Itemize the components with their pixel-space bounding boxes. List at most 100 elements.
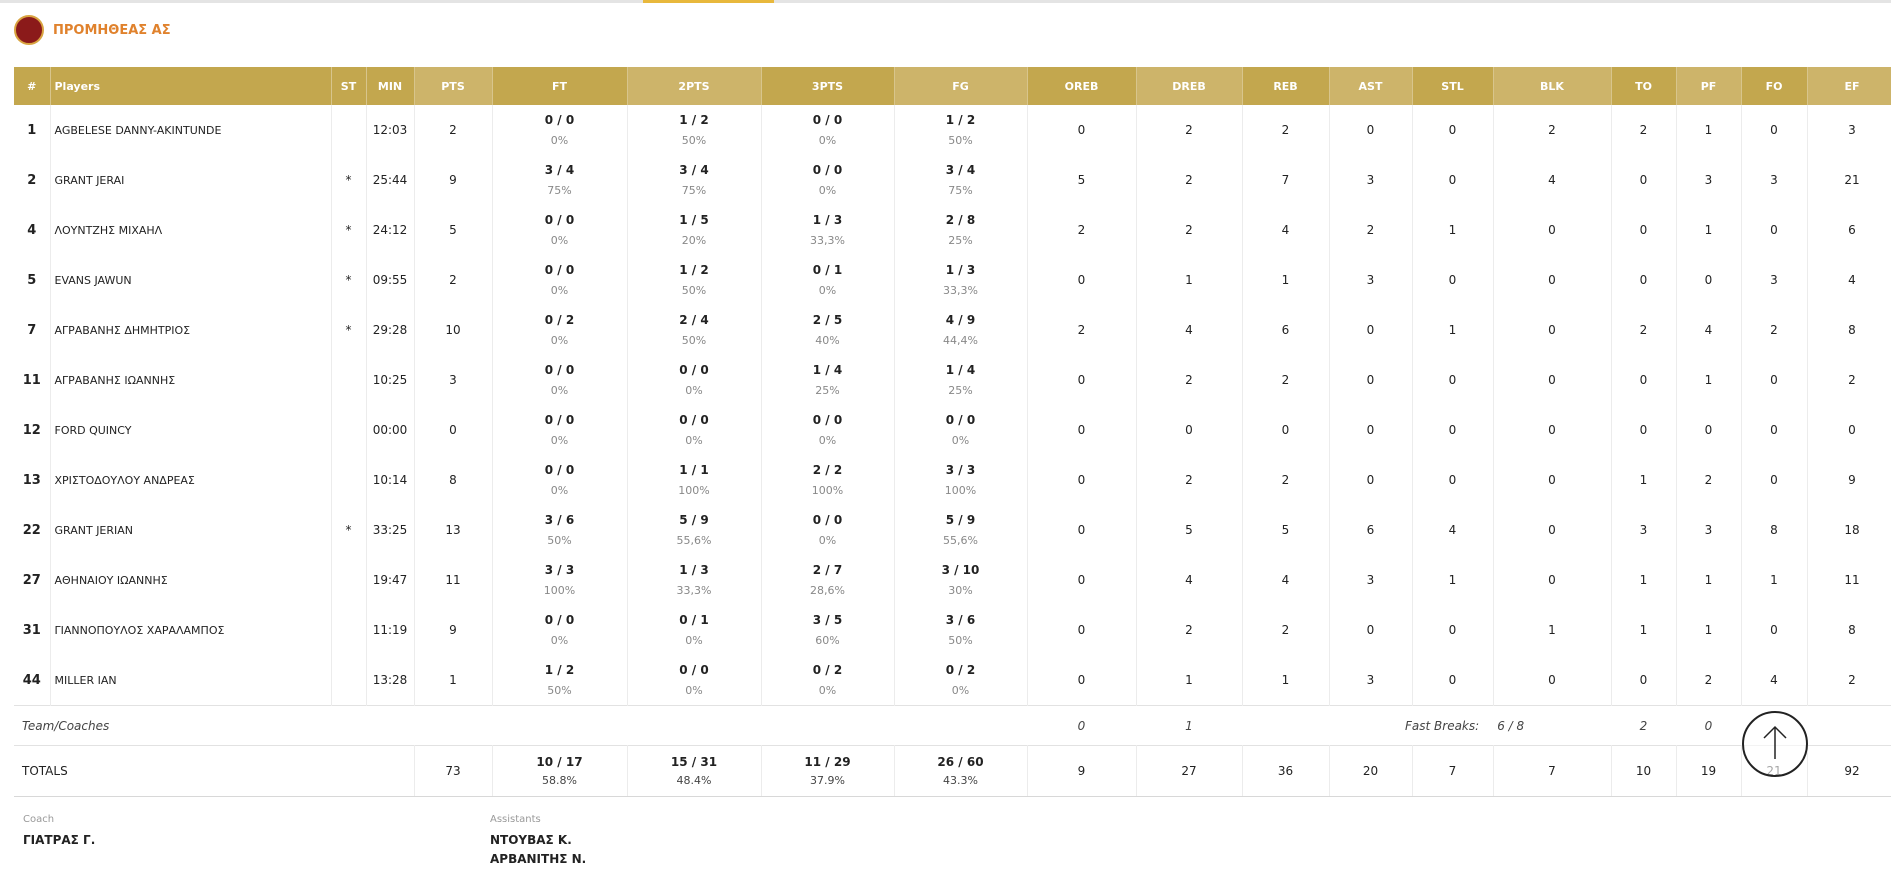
percentage: 0% xyxy=(685,384,703,397)
stat-cell: 33:25 xyxy=(366,505,415,555)
made-attempted: 0 / 0 xyxy=(812,513,843,527)
column-header: PF xyxy=(1676,67,1742,105)
stat-cell: 1 xyxy=(1611,605,1677,655)
column-header: OREB xyxy=(1027,67,1137,105)
stat-cell: 92 xyxy=(1807,745,1891,797)
stat-cell: 0 xyxy=(414,405,493,455)
stat-cell: 4 xyxy=(1242,205,1330,255)
stat-cell: 09:55 xyxy=(366,255,415,305)
player-row: 31 ΓΙΑΝΝΟΠΟΥΛΟΣ ΧΑΡΑΛΑΜΠΟΣ 11:19 9 0 / 0 0% 0 … xyxy=(14,605,1891,655)
scroll-top-button[interactable] xyxy=(1742,711,1808,777)
column-header: FG xyxy=(894,67,1028,105)
percentage: 0% xyxy=(550,434,569,447)
split-cell: 0 / 0 0% xyxy=(492,105,628,155)
stat-cell: 4 xyxy=(1493,155,1612,205)
stat-cell: 1 xyxy=(1611,555,1677,605)
percentage: 100% xyxy=(944,484,977,497)
made-attempted: 0 / 0 xyxy=(812,113,843,127)
made-attempted: 5 / 9 xyxy=(945,513,976,527)
stat-cell: 2 xyxy=(1611,305,1677,355)
stat-cell: 2 xyxy=(1136,205,1243,255)
split-cell: 10 / 17 58.8% xyxy=(492,745,628,797)
stat-cell: 4 xyxy=(1807,255,1891,305)
stat-cell: 2 xyxy=(1242,455,1330,505)
stat-cell: 8 xyxy=(1807,305,1891,355)
stat-cell: 10 xyxy=(414,305,493,355)
stat-cell: 3 xyxy=(1676,505,1742,555)
percentage: 100% xyxy=(543,584,576,597)
stat-cell: 31 xyxy=(14,605,51,655)
made-attempted: 0 / 0 xyxy=(544,463,575,477)
percentage: 0% xyxy=(818,184,837,197)
stat-cell: 4 xyxy=(1412,505,1494,555)
made-attempted: 0 / 0 xyxy=(544,113,575,127)
stat-cell: 2 xyxy=(1136,105,1243,155)
empty-cell xyxy=(1242,705,1329,746)
stat-cell: MILLER IAN xyxy=(50,655,332,706)
stat-cell: * xyxy=(331,155,367,205)
stat-cell: 3 xyxy=(1329,255,1413,305)
stat-cell: * xyxy=(331,255,367,305)
made-attempted: 1 / 2 xyxy=(945,113,976,127)
percentage: 50% xyxy=(948,634,973,647)
made-attempted: 2 / 2 xyxy=(812,463,843,477)
split-cell: 1 / 5 20% xyxy=(627,205,762,255)
stat-cell: 1 xyxy=(1676,105,1742,155)
stat-cell: 3 xyxy=(1807,105,1891,155)
coach-name: ΓΙΑΤΡΑΣ Γ. xyxy=(23,833,96,847)
percentage: 58.8% xyxy=(542,774,577,787)
split-cell: 3 / 3 100% xyxy=(492,555,628,605)
percentage: 43.3% xyxy=(943,774,978,787)
stat-cell: 0 xyxy=(1027,455,1137,505)
stat-cell: 29:28 xyxy=(366,305,415,355)
column-header: STL xyxy=(1412,67,1494,105)
stat-cell: 3 xyxy=(1329,655,1413,706)
stat-cell: 2 xyxy=(1741,305,1808,355)
percentage: 0% xyxy=(685,684,703,697)
team-label: Team/Coaches xyxy=(14,705,1027,746)
stat-cell: EVANS JAWUN xyxy=(50,255,332,305)
percentage: 0% xyxy=(818,684,837,697)
column-header: Players xyxy=(50,67,332,105)
stat-cell: 9 xyxy=(414,605,493,655)
coach-block: Coach ΓΙΑΤΡΑΣ Γ. xyxy=(23,814,95,850)
stat-cell: 1 xyxy=(1676,605,1742,655)
percentage: 25% xyxy=(948,384,973,397)
made-attempted: 0 / 2 xyxy=(945,663,976,677)
active-tab[interactable] xyxy=(643,0,774,3)
stat-cell: FORD QUINCY xyxy=(50,405,332,455)
percentage: 50% xyxy=(547,534,572,547)
stat-cell: ΧΡΙΣΤΟΔΟΥΛΟΥ ΑΝΔΡΕΑΣ xyxy=(50,455,332,505)
stat-cell: 13 xyxy=(14,455,51,505)
percentage: 0% xyxy=(951,684,970,697)
split-cell: 0 / 2 0% xyxy=(761,655,895,706)
split-cell: 0 / 2 0% xyxy=(492,305,628,355)
percentage: 30% xyxy=(948,584,973,597)
stat-cell: 0 xyxy=(1493,455,1612,505)
stat-cell: 0 xyxy=(1611,255,1677,305)
stat-cell: 3 xyxy=(1329,555,1413,605)
split-cell: 26 / 60 43.3% xyxy=(894,745,1028,797)
stat-cell: ΛΟΥΝΤΖΗΣ ΜΙΧΑΗΛ xyxy=(50,205,332,255)
split-cell: 0 / 1 0% xyxy=(627,605,762,655)
stat-cell: 0 xyxy=(1027,555,1137,605)
stat-cell: 4 xyxy=(14,205,51,255)
fast-breaks-value: 6 / 8 xyxy=(1497,718,1525,733)
split-cell: 0 / 0 0% xyxy=(492,405,628,455)
split-cell: 1 / 1 100% xyxy=(627,455,762,505)
stat-cell: 0 xyxy=(1493,405,1612,455)
percentage: 0% xyxy=(818,434,837,447)
made-attempted: 1 / 1 xyxy=(679,463,709,477)
split-cell: 0 / 0 0% xyxy=(627,405,762,455)
percentage: 33,3% xyxy=(676,584,712,597)
assistant-name: ΑΡΒΑΝΙΤΗΣ Ν. xyxy=(490,852,587,866)
stat-cell: 0 xyxy=(1329,305,1413,355)
stat-cell: 4 xyxy=(1676,305,1742,355)
stat-cell: 25:44 xyxy=(366,155,415,205)
stat-cell: 2 xyxy=(1807,655,1891,706)
made-attempted: 3 / 4 xyxy=(544,163,575,177)
stat-cell: ΓΙΑΝΝΟΠΟΥΛΟΣ ΧΑΡΑΛΑΜΠΟΣ xyxy=(50,605,332,655)
stat-cell: 0 xyxy=(1741,355,1808,405)
